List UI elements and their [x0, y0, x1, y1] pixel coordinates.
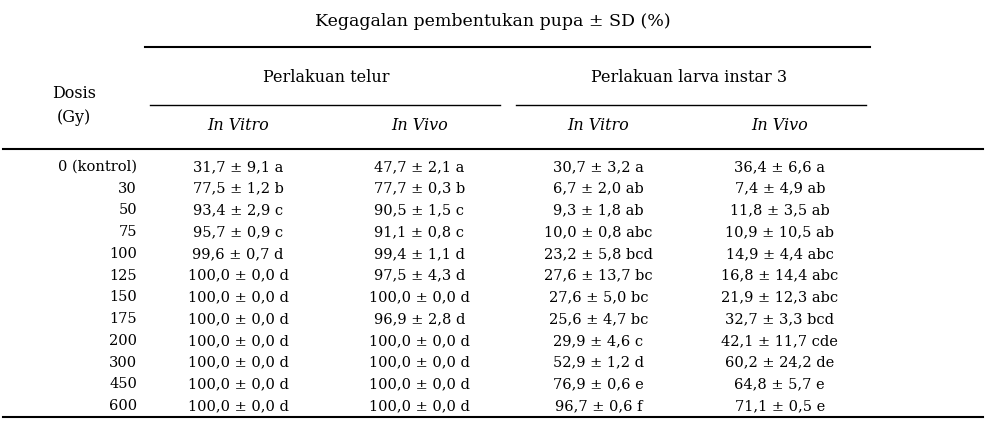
Text: Dosis
(Gy): Dosis (Gy): [52, 86, 96, 126]
Text: 90,5 ± 1,5 c: 90,5 ± 1,5 c: [375, 203, 464, 218]
Text: 125: 125: [109, 269, 137, 283]
Text: 150: 150: [109, 290, 137, 304]
Text: Perlakuan telur: Perlakuan telur: [263, 68, 389, 86]
Text: 16,8 ± 14,4 abc: 16,8 ± 14,4 abc: [721, 269, 838, 283]
Text: 100,0 ± 0,0 d: 100,0 ± 0,0 d: [187, 269, 289, 283]
Text: 99,6 ± 0,7 d: 99,6 ± 0,7 d: [192, 247, 284, 261]
Text: 60,2 ± 24,2 de: 60,2 ± 24,2 de: [725, 356, 834, 370]
Text: 25,6 ± 4,7 bc: 25,6 ± 4,7 bc: [549, 312, 648, 326]
Text: 100,0 ± 0,0 d: 100,0 ± 0,0 d: [187, 399, 289, 413]
Text: 96,9 ± 2,8 d: 96,9 ± 2,8 d: [374, 312, 465, 326]
Text: 42,1 ± 11,7 cde: 42,1 ± 11,7 cde: [722, 334, 838, 348]
Text: 21,9 ± 12,3 abc: 21,9 ± 12,3 abc: [721, 290, 838, 304]
Text: 100,0 ± 0,0 d: 100,0 ± 0,0 d: [369, 334, 470, 348]
Text: 77,7 ± 0,3 b: 77,7 ± 0,3 b: [374, 182, 465, 196]
Text: 64,8 ± 5,7 e: 64,8 ± 5,7 e: [735, 378, 825, 391]
Text: 32,7 ± 3,3 bcd: 32,7 ± 3,3 bcd: [726, 312, 834, 326]
Text: In Vivo: In Vivo: [751, 117, 809, 134]
Text: 450: 450: [109, 378, 137, 391]
Text: 27,6 ± 13,7 bc: 27,6 ± 13,7 bc: [544, 269, 653, 283]
Text: 0 (kontrol): 0 (kontrol): [58, 160, 137, 174]
Text: 91,1 ± 0,8 c: 91,1 ± 0,8 c: [375, 225, 464, 239]
Text: 52,9 ± 1,2 d: 52,9 ± 1,2 d: [553, 356, 644, 370]
Text: Kegagalan pembentukan pupa ± SD (%): Kegagalan pembentukan pupa ± SD (%): [316, 13, 670, 31]
Text: 100,0 ± 0,0 d: 100,0 ± 0,0 d: [187, 334, 289, 348]
Text: Perlakuan larva instar 3: Perlakuan larva instar 3: [591, 68, 787, 86]
Text: 30: 30: [118, 182, 137, 196]
Text: 100,0 ± 0,0 d: 100,0 ± 0,0 d: [187, 378, 289, 391]
Text: 10,9 ± 10,5 ab: 10,9 ± 10,5 ab: [726, 225, 834, 239]
Text: 300: 300: [109, 356, 137, 370]
Text: 29,9 ± 4,6 c: 29,9 ± 4,6 c: [553, 334, 644, 348]
Text: 30,7 ± 3,2 a: 30,7 ± 3,2 a: [553, 160, 644, 174]
Text: 36,4 ± 6,6 a: 36,4 ± 6,6 a: [735, 160, 825, 174]
Text: 7,4 ± 4,9 ab: 7,4 ± 4,9 ab: [735, 182, 825, 196]
Text: 100,0 ± 0,0 d: 100,0 ± 0,0 d: [369, 378, 470, 391]
Text: 175: 175: [109, 312, 137, 326]
Text: 99,4 ± 1,1 d: 99,4 ± 1,1 d: [374, 247, 465, 261]
Text: 100,0 ± 0,0 d: 100,0 ± 0,0 d: [187, 356, 289, 370]
Text: 100,0 ± 0,0 d: 100,0 ± 0,0 d: [187, 290, 289, 304]
Text: 97,5 ± 4,3 d: 97,5 ± 4,3 d: [374, 269, 465, 283]
Text: 100,0 ± 0,0 d: 100,0 ± 0,0 d: [369, 356, 470, 370]
Text: 93,4 ± 2,9 c: 93,4 ± 2,9 c: [193, 203, 283, 218]
Text: 10,0 ± 0,8 abc: 10,0 ± 0,8 abc: [544, 225, 653, 239]
Text: 100,0 ± 0,0 d: 100,0 ± 0,0 d: [369, 290, 470, 304]
Text: 23,2 ± 5,8 bcd: 23,2 ± 5,8 bcd: [544, 247, 653, 261]
Text: 95,7 ± 0,9 c: 95,7 ± 0,9 c: [193, 225, 283, 239]
Text: 27,6 ± 5,0 bc: 27,6 ± 5,0 bc: [548, 290, 648, 304]
Text: 100,0 ± 0,0 d: 100,0 ± 0,0 d: [187, 312, 289, 326]
Text: 9,3 ± 1,8 ab: 9,3 ± 1,8 ab: [553, 203, 644, 218]
Text: 75: 75: [118, 225, 137, 239]
Text: 200: 200: [109, 334, 137, 348]
Text: 77,5 ± 1,2 b: 77,5 ± 1,2 b: [192, 182, 284, 196]
Text: 600: 600: [109, 399, 137, 413]
Text: 6,7 ± 2,0 ab: 6,7 ± 2,0 ab: [553, 182, 644, 196]
Text: 11,8 ± 3,5 ab: 11,8 ± 3,5 ab: [730, 203, 829, 218]
Text: 71,1 ± 0,5 e: 71,1 ± 0,5 e: [735, 399, 825, 413]
Text: 100,0 ± 0,0 d: 100,0 ± 0,0 d: [369, 399, 470, 413]
Text: 100: 100: [109, 247, 137, 261]
Text: In Vitro: In Vitro: [568, 117, 629, 134]
Text: 31,7 ± 9,1 a: 31,7 ± 9,1 a: [193, 160, 283, 174]
Text: 96,7 ± 0,6 f: 96,7 ± 0,6 f: [555, 399, 642, 413]
Text: 76,9 ± 0,6 e: 76,9 ± 0,6 e: [553, 378, 644, 391]
Text: 50: 50: [118, 203, 137, 218]
Text: 14,9 ± 4,4 abc: 14,9 ± 4,4 abc: [726, 247, 834, 261]
Text: 47,7 ± 2,1 a: 47,7 ± 2,1 a: [375, 160, 464, 174]
Text: In Vitro: In Vitro: [207, 117, 269, 134]
Text: In Vivo: In Vivo: [391, 117, 448, 134]
